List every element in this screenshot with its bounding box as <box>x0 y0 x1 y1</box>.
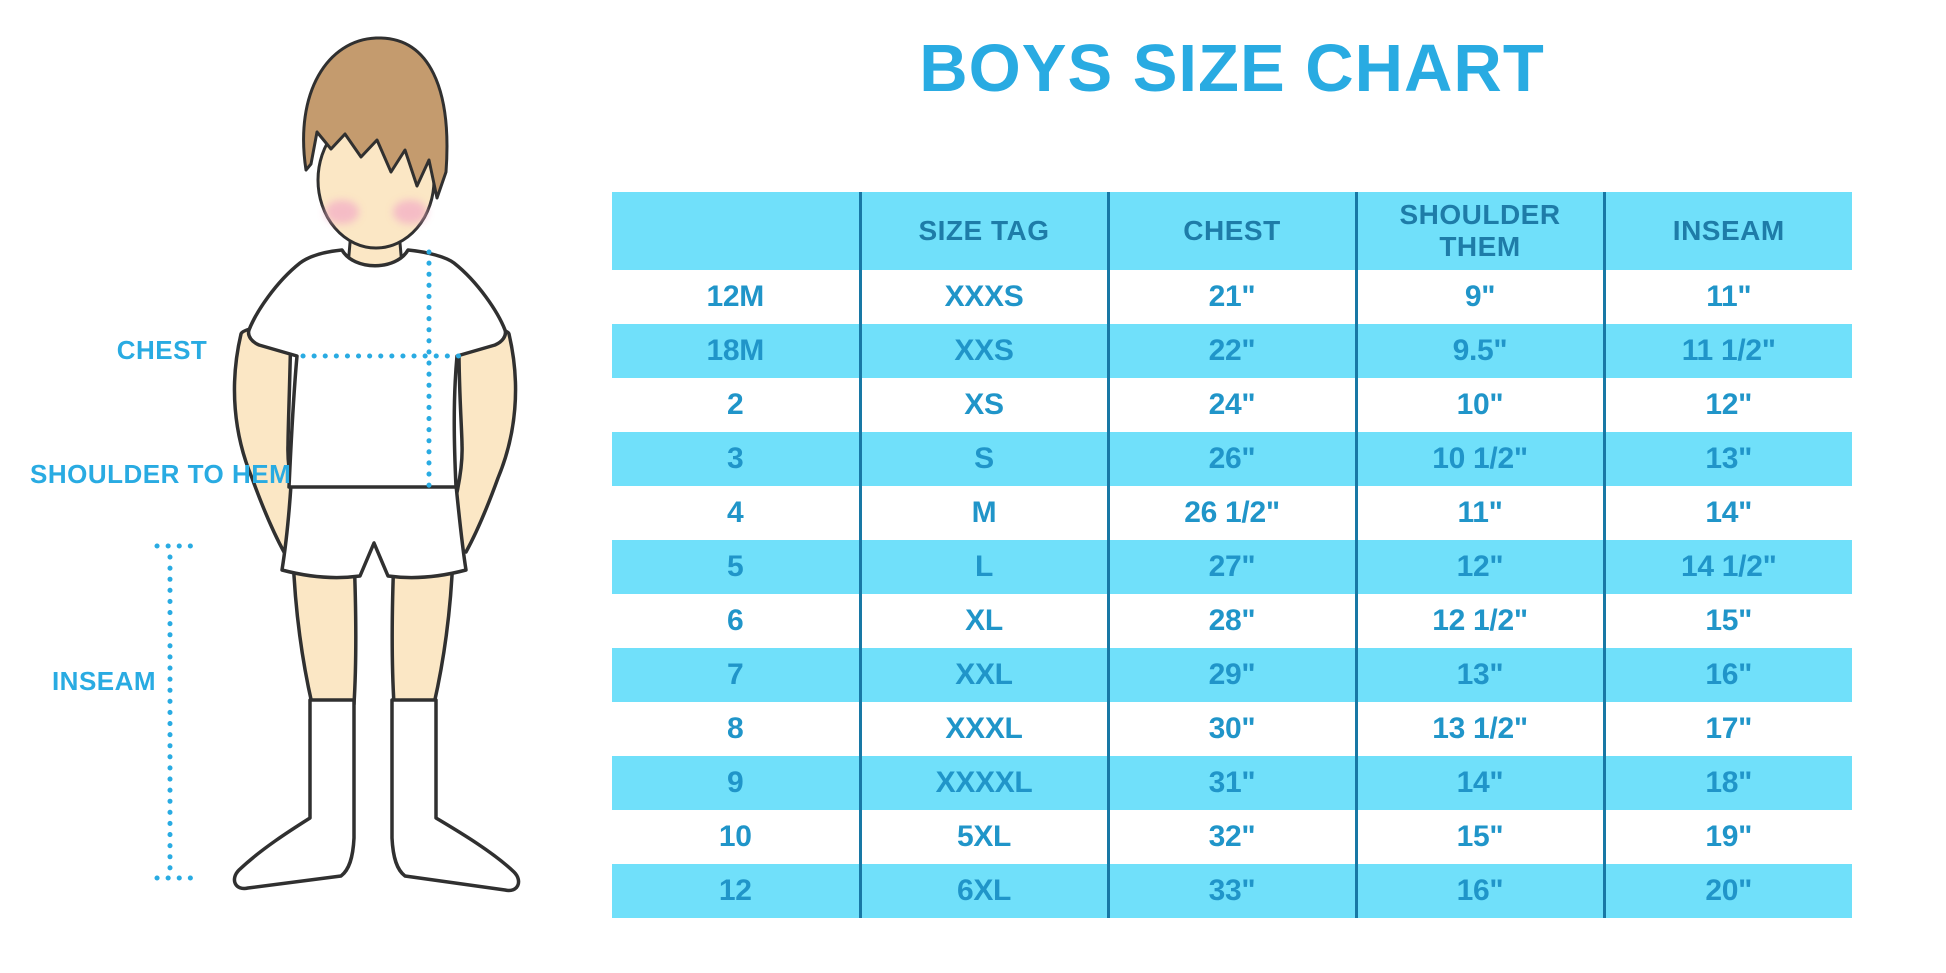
t-shirt <box>246 248 508 489</box>
value-cell: 14" <box>1354 756 1604 810</box>
boy-illustration <box>154 36 521 893</box>
value-cell: 20" <box>1602 864 1852 918</box>
value-cell: 26" <box>1106 432 1356 486</box>
table-row: 3 S 26" 10 1/2" 13" <box>612 432 1852 486</box>
value-cell: 11" <box>1602 270 1852 324</box>
column-header: SIZE TAG <box>858 192 1108 270</box>
size-cell: 12 <box>612 864 860 918</box>
inseam-label: INSEAM <box>51 666 157 696</box>
value-cell: 26 1/2" <box>1106 486 1356 540</box>
value-cell: 13" <box>1602 432 1852 486</box>
value-cell: XS <box>858 378 1108 432</box>
table-row: 10 5XL 32" 15" 19" <box>612 810 1852 864</box>
value-cell: 27" <box>1106 540 1356 594</box>
table-row: 5 L 27" 12" 14 1/2" <box>612 540 1852 594</box>
value-cell: 21" <box>1106 270 1356 324</box>
measurement-figure: CHEST SHOULDER TO HEM INSEAM <box>0 0 560 973</box>
value-cell: 5XL <box>858 810 1108 864</box>
value-cell: 13 1/2" <box>1354 702 1604 756</box>
size-cell: 12M <box>706 280 765 313</box>
left-cheek <box>325 200 359 224</box>
size-table: SIZE TAG CHEST SHOULDER THEM INSEAM 12M XXXS… <box>612 192 1852 918</box>
value-cell: 29" <box>1106 648 1356 702</box>
value-cell: 10 1/2" <box>1354 432 1604 486</box>
value-cell: XXXS <box>858 270 1108 324</box>
table-row: 9 XXXXL 31" 14" 18" <box>612 756 1852 810</box>
value-cell: S <box>858 432 1108 486</box>
value-cell: 24" <box>1106 378 1356 432</box>
size-cell: 5 <box>612 540 860 594</box>
table-row: 4 M 26 1/2" 11" 14" <box>612 486 1852 540</box>
value-cell: 31" <box>1106 756 1356 810</box>
right-cheek <box>393 200 427 224</box>
value-cell: XXXXL <box>858 756 1108 810</box>
shorts <box>280 483 468 580</box>
right-arm <box>440 322 518 554</box>
column-header: CHEST <box>1106 192 1356 270</box>
value-cell: XXS <box>858 324 1108 378</box>
shoulder-to-hem-label: SHOULDER TO HEM <box>30 459 292 489</box>
value-cell: 6XL <box>858 864 1108 918</box>
size-cell: 8 <box>727 712 744 745</box>
value-cell: 18" <box>1602 756 1852 810</box>
chest-label: CHEST <box>116 335 208 365</box>
value-cell: 17" <box>1602 702 1852 756</box>
value-cell: M <box>858 486 1108 540</box>
value-cell: XL <box>858 594 1108 648</box>
column-header: INSEAM <box>1602 192 1852 270</box>
value-cell: 11" <box>1354 486 1604 540</box>
page-title: BOYS SIZE CHART <box>919 31 1545 106</box>
value-cell: 14" <box>1602 486 1852 540</box>
size-cell: 7 <box>612 648 860 702</box>
hair <box>302 36 449 200</box>
value-cell: 16" <box>1354 864 1604 918</box>
value-cell: 13" <box>1354 648 1604 702</box>
value-cell: 10" <box>1354 378 1604 432</box>
table-row: 18M XXS 22" 9.5" 11 1/2" <box>612 324 1852 378</box>
value-cell: 15" <box>1354 810 1604 864</box>
value-cell: 12" <box>1602 378 1852 432</box>
size-cell: 18M <box>612 324 860 378</box>
table-row: 12 6XL 33" 16" 20" <box>612 864 1852 918</box>
value-cell: 12 1/2" <box>1354 594 1604 648</box>
size-cell: 9 <box>612 756 860 810</box>
value-cell: 14 1/2" <box>1602 540 1852 594</box>
value-cell: 22" <box>1106 324 1356 378</box>
size-cell: 10 <box>718 820 752 853</box>
table-row: 8 XXXL 30" 13 1/2" 17" <box>612 702 1852 756</box>
table-row: 6 XL 28" 12 1/2" 15" <box>612 594 1852 648</box>
column-header: SHOULDER THEM <box>1354 192 1604 270</box>
value-cell: L <box>858 540 1108 594</box>
table-row: 2 XS 24" 10" 12" <box>612 378 1852 432</box>
table-body: 12M XXXS 21" 9" 11" 18M XXS 22" 9.5" 11 1/2" 2 XS 24… <box>612 270 1852 918</box>
value-cell: 33" <box>1106 864 1356 918</box>
size-cell: 6 <box>727 604 744 637</box>
value-cell: 12" <box>1354 540 1604 594</box>
table-row: 7 XXL 29" 13" 16" <box>612 648 1852 702</box>
value-cell: 32" <box>1106 810 1356 864</box>
column-header <box>612 192 860 270</box>
value-cell: 9" <box>1354 270 1604 324</box>
size-cell: 2 <box>727 388 744 421</box>
table-row: 12M XXXS 21" 9" 11" <box>612 270 1852 324</box>
value-cell: 16" <box>1602 648 1852 702</box>
value-cell: 28" <box>1106 594 1356 648</box>
value-cell: XXXL <box>858 702 1108 756</box>
size-cell: 3 <box>612 432 860 486</box>
value-cell: 15" <box>1602 594 1852 648</box>
value-cell: 19" <box>1602 810 1852 864</box>
size-cell: 4 <box>727 496 744 529</box>
value-cell: 9.5" <box>1354 324 1604 378</box>
value-cell: 11 1/2" <box>1602 324 1852 378</box>
right-sock <box>390 698 521 893</box>
table-header: SIZE TAG CHEST SHOULDER THEM INSEAM <box>612 192 1852 270</box>
value-cell: XXL <box>858 648 1108 702</box>
left-sock <box>232 698 356 891</box>
header-row: SIZE TAG CHEST SHOULDER THEM INSEAM <box>612 192 1852 270</box>
value-cell: 30" <box>1106 702 1356 756</box>
